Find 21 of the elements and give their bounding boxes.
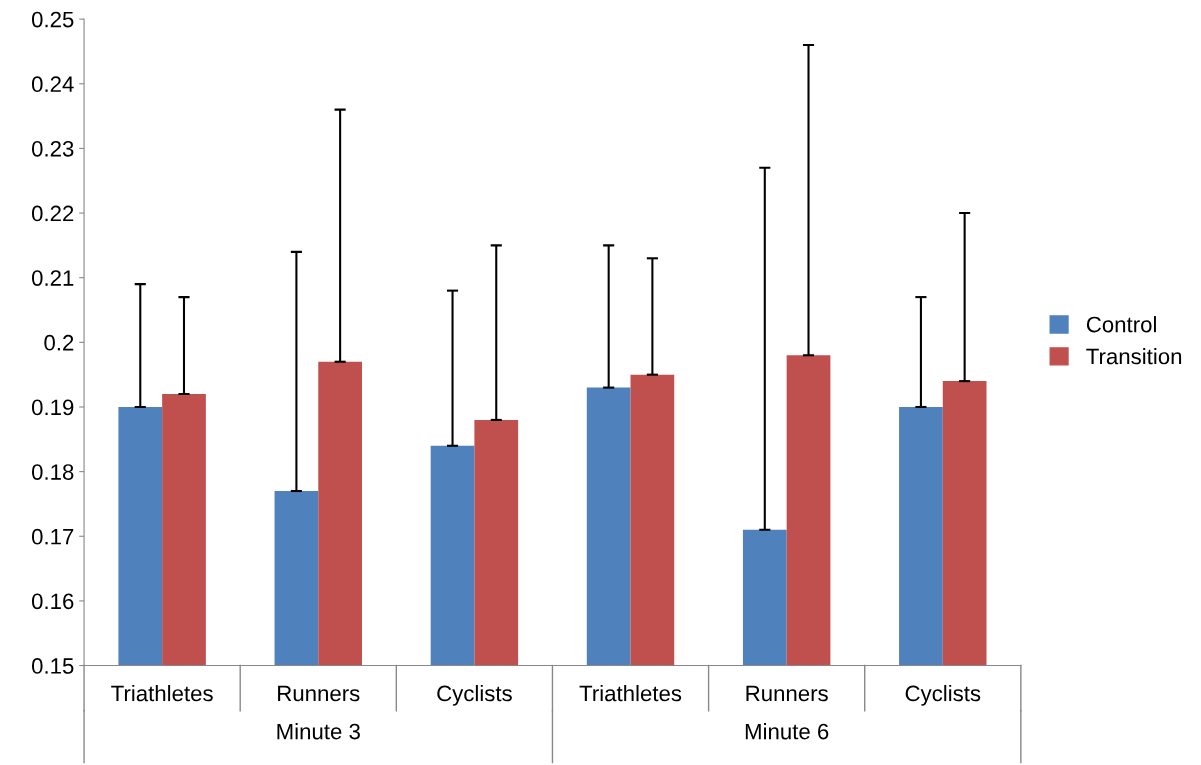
x-tick-label: Triathletes	[579, 684, 682, 702]
y-tick-label: 0.21	[31, 270, 74, 286]
x-tick-label: Cyclists	[437, 684, 512, 706]
y-tick-label: 0.19	[31, 399, 74, 416]
y-tick-label: 0.24	[31, 76, 74, 93]
y-tick-label: 0.2	[44, 334, 74, 351]
text: Minute 3	[277, 723, 360, 740]
y-tick-label: 0.15	[31, 658, 74, 674]
text: Minute 6	[745, 723, 829, 740]
x-tick-label: Runners	[278, 685, 360, 702]
x-tick-label: Cyclists	[905, 684, 981, 706]
y-tick-label: 0.23	[31, 140, 74, 157]
x-tick-label: Triathletes	[111, 684, 213, 702]
y-tick-label: 0.22	[31, 205, 74, 222]
legend-label: Control	[1086, 316, 1156, 333]
y-tick-label: 0.16	[31, 593, 74, 610]
y-tick-label: 0.17	[31, 528, 74, 545]
x-tick-label: Runners	[746, 685, 828, 702]
legend-label: Transition	[1086, 348, 1182, 365]
y-tick-label: 0.25	[31, 11, 74, 28]
y-tick-label: 0.18	[31, 464, 74, 480]
